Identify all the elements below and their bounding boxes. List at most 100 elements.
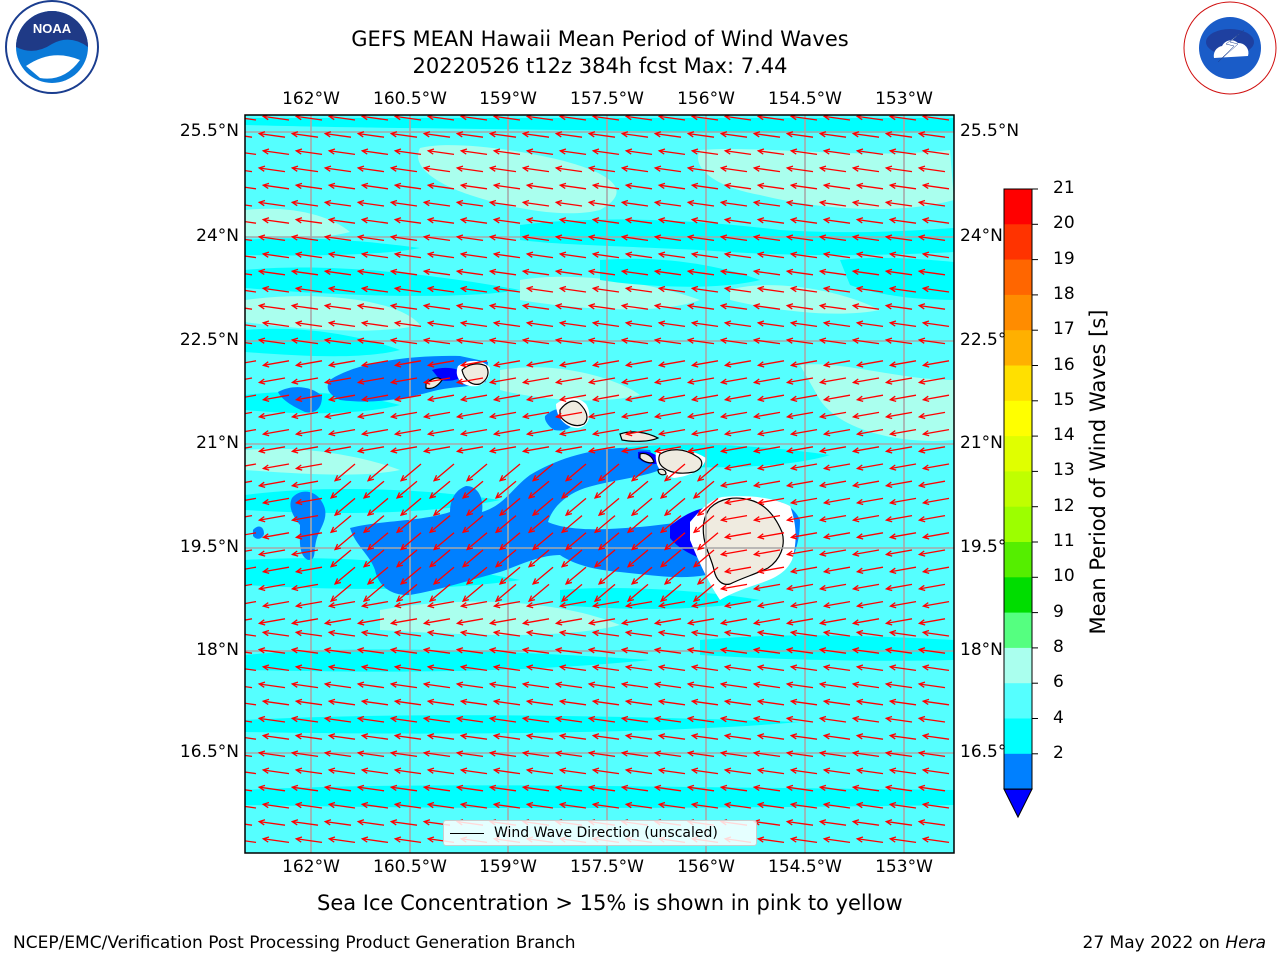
wave-direction-arrow (818, 303, 847, 310)
wave-direction-arrow (564, 463, 587, 482)
wave-direction-arrow (257, 480, 286, 488)
wave-direction-arrow (494, 549, 517, 568)
colorbar (1003, 188, 1038, 819)
wave-direction-arrow (459, 285, 488, 293)
wave-direction-arrow (620, 647, 649, 654)
wave-direction-arrow (323, 234, 352, 242)
lon-tick-label-bottom: 154.5°W (768, 857, 842, 877)
wave-direction-arrow (855, 148, 884, 156)
wave-direction-arrow (245, 255, 257, 259)
wave-direction-arrow (360, 801, 389, 809)
wave-direction-arrow (362, 515, 385, 534)
wave-direction-arrow (261, 836, 290, 844)
wave-direction-arrow (294, 836, 323, 844)
wave-direction-arrow (455, 377, 484, 385)
colorbar-segment (1004, 683, 1032, 719)
wave-direction-arrow (261, 285, 290, 293)
colorbar-tick-label: 10 (1053, 566, 1075, 587)
wave-direction-arrow (752, 750, 781, 758)
wave-direction-arrow (261, 497, 290, 506)
wave-direction-arrow (422, 303, 451, 310)
wave-direction-arrow (422, 268, 451, 276)
wave-direction-arrow (494, 583, 517, 603)
wave-direction-arrow (459, 394, 488, 402)
wave-direction-arrow (888, 285, 917, 293)
wave-direction-arrow (356, 750, 385, 758)
wave-direction-arrow (290, 750, 319, 758)
wave-direction-arrow (290, 583, 319, 592)
wave-direction-arrow (525, 698, 554, 706)
wave-direction-arrow (294, 698, 323, 706)
wave-direction-arrow (554, 377, 583, 385)
wave-direction-arrow (888, 767, 917, 775)
wave-direction-arrow (719, 583, 748, 592)
wave-direction-arrow (620, 750, 649, 758)
wave-direction-arrow (789, 320, 818, 328)
lat-tick-label-right: 21°N (960, 433, 1003, 453)
wave-direction-arrow (884, 681, 913, 689)
wave-direction-arrow (587, 337, 616, 345)
wave-direction-arrow (360, 148, 389, 156)
wave-direction-arrow (696, 497, 719, 517)
wave-direction-arrow (855, 251, 884, 259)
wave-direction-arrow (426, 428, 455, 437)
wave-direction-arrow (789, 801, 818, 809)
wave-direction-arrow (851, 750, 880, 758)
wave-direction-arrow (360, 698, 389, 706)
wave-direction-arrow (329, 549, 352, 568)
wave-direction-arrow (459, 698, 488, 706)
wave-direction-arrow (822, 360, 851, 368)
wave-direction-arrow (686, 715, 715, 723)
wave-direction-arrow (657, 629, 686, 637)
wave-direction-arrow (785, 268, 814, 276)
wave-direction-arrow (591, 394, 620, 402)
wave-direction-arrow (498, 497, 521, 517)
wave-direction-arrow (855, 801, 884, 809)
wave-direction-arrow (653, 681, 682, 689)
wave-direction-arrow (261, 733, 290, 740)
wave-direction-arrow (488, 411, 517, 420)
wave-direction-arrow (257, 715, 286, 723)
wave-direction-arrow (356, 199, 385, 207)
wave-direction-arrow (587, 131, 616, 138)
wave-direction-arrow (696, 463, 719, 482)
wave-direction-arrow (360, 285, 389, 293)
lon-tick-label-top: 156°W (677, 89, 735, 109)
period-8-9s-patches (245, 145, 954, 635)
wave-direction-arrow (785, 131, 814, 138)
wave-direction-arrow (488, 303, 517, 310)
wave-direction-arrow (290, 337, 319, 345)
wave-direction-arrow (591, 360, 620, 368)
wave-direction-arrow (756, 836, 785, 844)
wave-direction-arrow (690, 629, 719, 637)
wave-direction-arrow (851, 234, 880, 242)
wave-direction-arrow (455, 784, 484, 792)
wave-direction-arrow (560, 583, 583, 603)
wave-direction-arrow (488, 750, 517, 758)
wave-direction-arrow (389, 131, 418, 138)
wave-direction-arrow (554, 681, 583, 689)
wave-direction-arrow (657, 428, 686, 437)
wave-direction-arrow (663, 463, 686, 482)
lon-tick-label-top: 160.5°W (373, 89, 447, 109)
wave-direction-arrow (785, 618, 814, 626)
wave-direction-arrow (327, 698, 356, 706)
wave-direction-arrow (492, 320, 521, 328)
wave-direction-arrow (333, 566, 356, 585)
wave-direction-arrow (917, 303, 946, 310)
lat-tick-label-left: 22.5°N (179, 330, 239, 350)
wave-direction-arrow (389, 750, 418, 758)
wave-direction-arrow (921, 629, 950, 637)
wave-direction-arrow (245, 668, 257, 672)
wave-direction-arrow (657, 801, 686, 809)
wave-direction-arrow (395, 583, 418, 603)
wave-direction-arrow (525, 394, 554, 402)
wave-direction-arrow (884, 337, 913, 345)
wave-direction-arrow (245, 514, 253, 518)
wave-direction-arrow (521, 131, 550, 138)
wave-direction-arrow (653, 337, 682, 345)
wave-direction-arrow (756, 767, 785, 775)
colorbar-segment (1004, 436, 1032, 472)
wave-direction-arrow (245, 736, 257, 740)
